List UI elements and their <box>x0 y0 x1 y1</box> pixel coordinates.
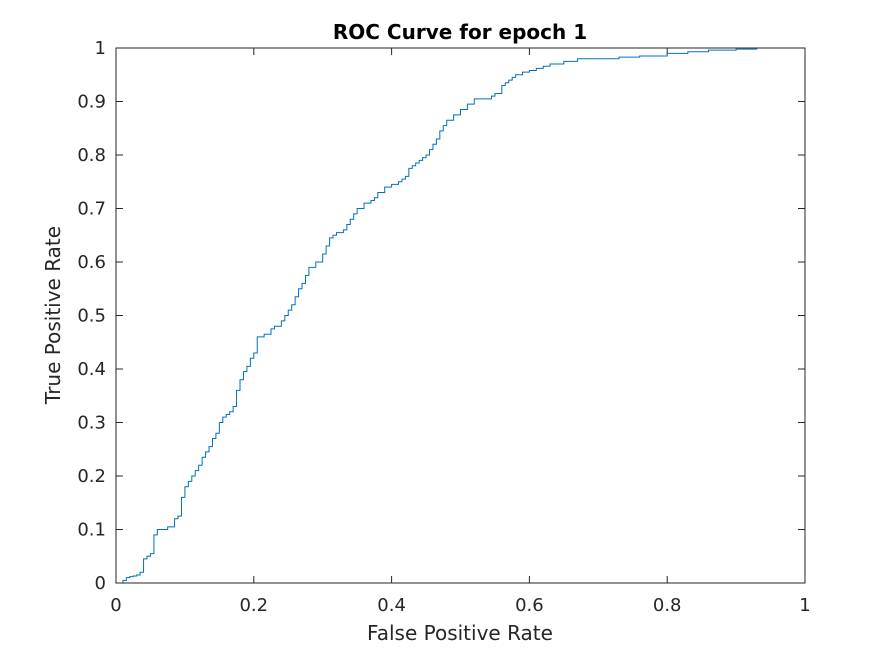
x-tick-label: 0.6 <box>515 595 544 616</box>
y-axis-label: True Positive Rate <box>41 226 65 405</box>
y-tick-label: 0.8 <box>77 145 106 166</box>
y-tick-label: 0.2 <box>77 466 106 487</box>
roc-curve-line <box>116 47 805 584</box>
y-tick-label: 1 <box>95 38 106 59</box>
y-tick-label: 0.9 <box>77 92 106 113</box>
plot-area <box>116 48 805 583</box>
y-tick-label: 0.6 <box>77 252 106 273</box>
y-tick-label: 0.1 <box>77 520 106 541</box>
y-tick-label: 0.7 <box>77 199 106 220</box>
chart-title: ROC Curve for epoch 1 <box>333 20 587 44</box>
x-axis-label: False Positive Rate <box>367 621 553 645</box>
x-tick-label: 0.8 <box>653 595 682 616</box>
y-tick-label: 0 <box>95 573 106 594</box>
x-tick-label: 0.2 <box>239 595 268 616</box>
y-tick-label: 0.3 <box>77 413 106 434</box>
series-layer <box>116 47 805 584</box>
y-tick-label: 0.5 <box>77 306 106 327</box>
x-tick-label: 0 <box>110 595 121 616</box>
axes-box <box>115 47 806 584</box>
x-tick-label: 0.4 <box>377 595 406 616</box>
ticks-layer: 0 0.2 0.4 0.6 0.8 1 0 0.1 0.2 0.3 0.4 0.5 0.6 0.7 0.8 0… <box>77 38 810 616</box>
x-tick-label: 1 <box>799 595 810 616</box>
y-tick-label: 0.4 <box>77 359 106 380</box>
